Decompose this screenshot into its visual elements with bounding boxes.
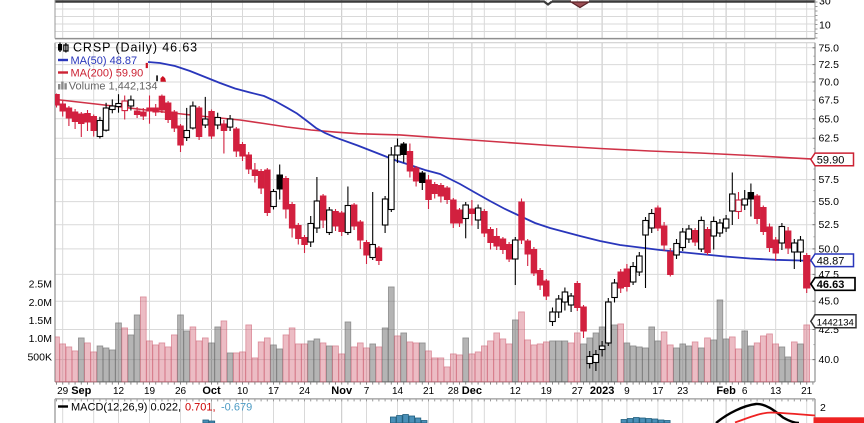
svg-text:55.0: 55.0 bbox=[819, 196, 840, 208]
svg-text:21: 21 bbox=[423, 386, 435, 397]
svg-text:21: 21 bbox=[801, 386, 813, 397]
svg-text:1.0M: 1.0M bbox=[29, 333, 52, 345]
svg-text:-0.679: -0.679 bbox=[221, 402, 252, 414]
svg-text:19: 19 bbox=[144, 386, 156, 397]
svg-text:24: 24 bbox=[299, 386, 311, 397]
svg-text:13: 13 bbox=[770, 386, 782, 397]
svg-text:57.5: 57.5 bbox=[819, 174, 840, 186]
svg-text:26: 26 bbox=[175, 386, 187, 397]
svg-text:48.87: 48.87 bbox=[817, 255, 845, 267]
svg-text:10: 10 bbox=[819, 20, 831, 32]
svg-text:29: 29 bbox=[57, 386, 69, 397]
svg-text:46.63: 46.63 bbox=[817, 279, 845, 291]
svg-text:12: 12 bbox=[113, 386, 125, 397]
svg-text:6: 6 bbox=[742, 386, 748, 397]
svg-text:27: 27 bbox=[572, 386, 584, 397]
svg-text:19: 19 bbox=[541, 386, 553, 397]
svg-text:75.0: 75.0 bbox=[819, 42, 840, 54]
svg-text:72.5: 72.5 bbox=[819, 59, 840, 71]
svg-text:1442134: 1442134 bbox=[817, 317, 854, 328]
svg-text:MACD(12,26,9) 0.022,: MACD(12,26,9) 0.022, bbox=[71, 402, 181, 414]
svg-text:Volume 1,442,134: Volume 1,442,134 bbox=[69, 81, 158, 93]
svg-text:2: 2 bbox=[820, 402, 826, 414]
svg-text:0.701,: 0.701, bbox=[185, 402, 216, 414]
svg-text:14: 14 bbox=[392, 386, 404, 397]
svg-text:62.5: 62.5 bbox=[819, 133, 840, 145]
svg-text:500K: 500K bbox=[27, 351, 52, 363]
svg-text:Nov: Nov bbox=[331, 385, 353, 397]
svg-text:52.5: 52.5 bbox=[819, 219, 840, 231]
svg-text:67.5: 67.5 bbox=[819, 95, 840, 107]
svg-text:12: 12 bbox=[510, 386, 522, 397]
svg-text:Feb: Feb bbox=[716, 385, 736, 397]
svg-text:50.0: 50.0 bbox=[819, 243, 840, 255]
svg-text:MA(200) 59.90: MA(200) 59.90 bbox=[71, 68, 144, 80]
svg-text:17: 17 bbox=[652, 386, 664, 397]
svg-text:Oct: Oct bbox=[202, 385, 221, 397]
svg-text:9: 9 bbox=[624, 386, 630, 397]
svg-text:28: 28 bbox=[448, 386, 460, 397]
svg-text:65.0: 65.0 bbox=[819, 113, 840, 125]
svg-text:45.0: 45.0 bbox=[819, 296, 840, 308]
svg-text:7: 7 bbox=[364, 386, 370, 397]
svg-text:2023: 2023 bbox=[590, 385, 614, 397]
svg-text:CRSP (Daily) 46.63: CRSP (Daily) 46.63 bbox=[73, 41, 198, 55]
svg-text:30: 30 bbox=[819, 0, 831, 8]
svg-text:2.0M: 2.0M bbox=[29, 297, 52, 309]
svg-text:70.0: 70.0 bbox=[819, 77, 840, 89]
svg-text:10: 10 bbox=[237, 386, 249, 397]
svg-text:17: 17 bbox=[268, 386, 280, 397]
svg-text:MA(50) 48.87: MA(50) 48.87 bbox=[71, 55, 138, 67]
svg-text:59.90: 59.90 bbox=[817, 154, 845, 166]
svg-text:2.5M: 2.5M bbox=[29, 279, 52, 291]
svg-text:23: 23 bbox=[677, 386, 689, 397]
svg-text:Dec: Dec bbox=[462, 385, 482, 397]
svg-text:1.5M: 1.5M bbox=[29, 315, 52, 327]
svg-text:40.0: 40.0 bbox=[819, 354, 840, 366]
svg-text:Sep: Sep bbox=[71, 385, 91, 397]
